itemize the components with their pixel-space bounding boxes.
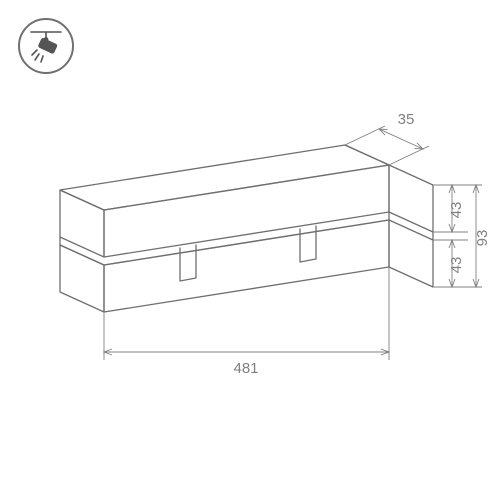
dim-total-h: 93 <box>474 230 491 247</box>
dim-lower-h: 43 <box>448 257 465 274</box>
dim-upper-h: 43 <box>448 202 465 219</box>
technical-drawing: 481 35 43 93 43 <box>0 0 500 500</box>
dim-width: 481 <box>233 360 258 377</box>
dim-depth: 35 <box>398 111 415 128</box>
